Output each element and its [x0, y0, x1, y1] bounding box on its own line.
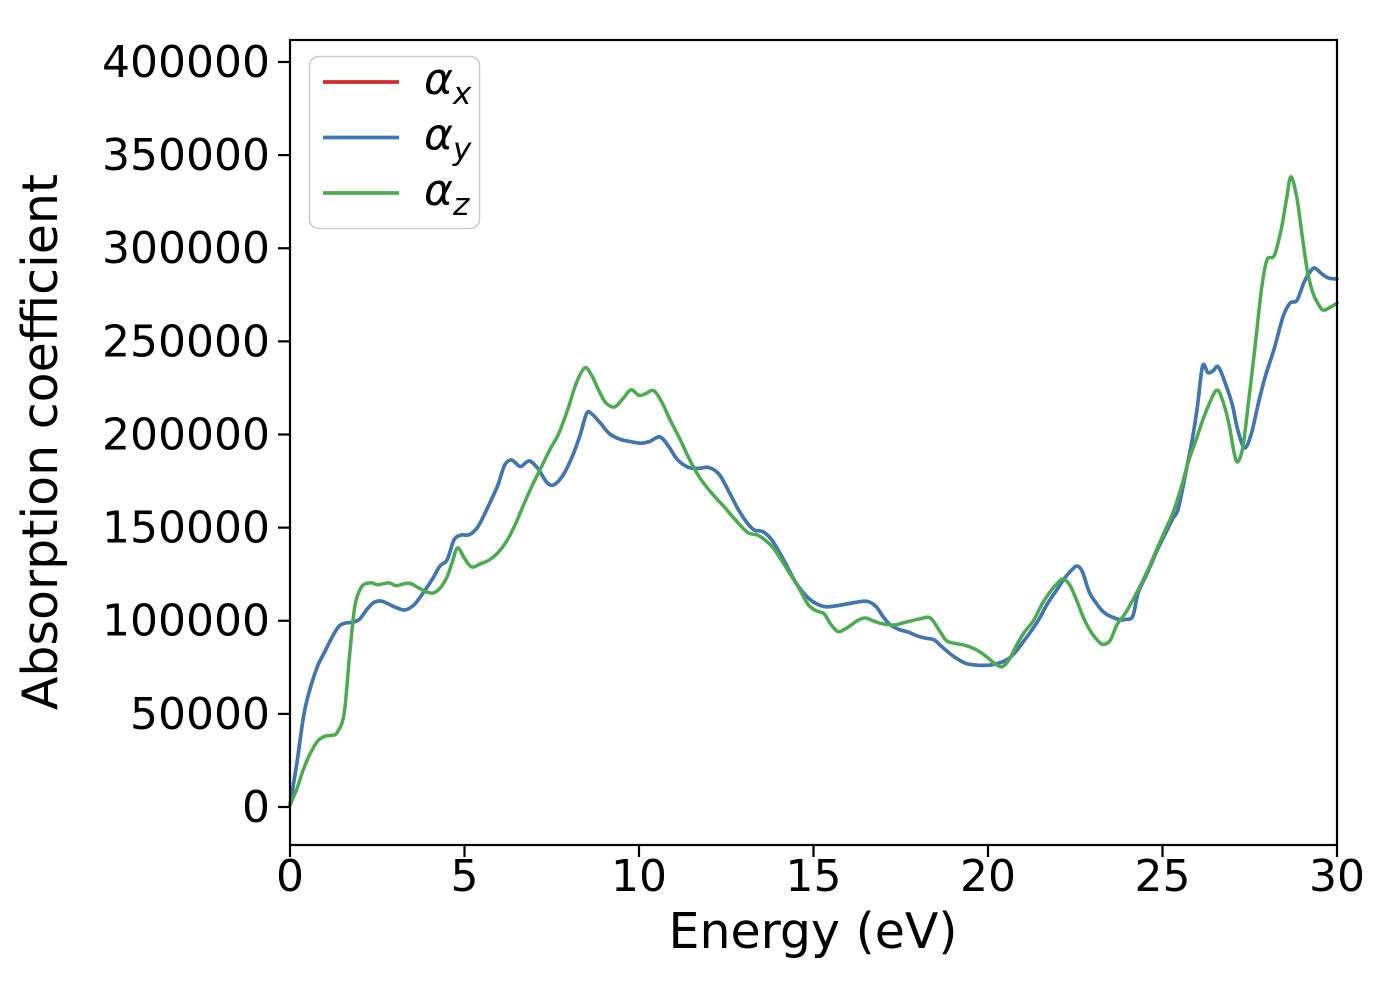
- legend-label-alpha-x: αx: [424, 54, 472, 112]
- y-axis-label: Absorption coefficient: [12, 174, 69, 710]
- legend-item-alpha-x: αx: [323, 54, 472, 112]
- legend-item-alpha-y: αy: [323, 110, 472, 168]
- y-tick-label: 200000: [102, 409, 270, 460]
- axis-ticks: 0 5 10 15 20 25 30 0 50000 100000 150000 200000 2500…: [102, 37, 1365, 902]
- legend-label-alpha-z: αz: [424, 165, 470, 223]
- legend-item-alpha-z: αz: [323, 165, 470, 223]
- y-tick-label: 150000: [102, 503, 270, 554]
- series-path-alpha_z: [288, 175, 1339, 807]
- legend: αx αy αz: [308, 54, 481, 230]
- x-tick-label: 20: [960, 851, 1016, 902]
- y-tick-label: 350000: [102, 130, 270, 181]
- x-tick-label: 0: [276, 851, 304, 902]
- x-tick-label: 30: [1309, 851, 1365, 902]
- y-tick-label: 0: [242, 782, 270, 833]
- y-tick-label: 250000: [102, 316, 270, 367]
- x-tick-label: 15: [786, 851, 842, 902]
- plot-area: [288, 175, 1339, 807]
- x-tick-label: 25: [1135, 851, 1191, 902]
- series-path-alpha_x: [288, 266, 1339, 806]
- x-tick-label: 10: [611, 851, 667, 902]
- y-tick-label: 50000: [130, 689, 270, 740]
- series-path-alpha_y: [288, 266, 1339, 806]
- legend-frame: [308, 55, 481, 230]
- x-tick-label: 5: [451, 851, 479, 902]
- y-tick-label: 400000: [102, 37, 270, 88]
- y-tick-label: 300000: [102, 223, 270, 274]
- legend-label-alpha-y: αy: [424, 110, 472, 168]
- x-axis-label: Energy (eV): [668, 903, 957, 960]
- y-tick-label: 100000: [102, 596, 270, 647]
